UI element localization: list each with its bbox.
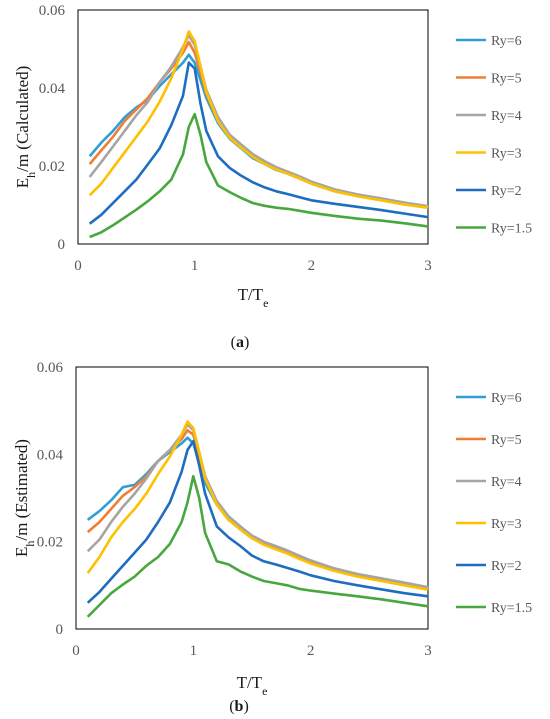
series-line-ry-2 (86, 439, 429, 604)
y-tick-label: 0.02 (37, 535, 63, 551)
plot-frame (75, 366, 429, 630)
x-tick-label: 2 (307, 643, 315, 659)
legend-label: Ry=2 (491, 559, 522, 574)
y-tick-label: 0.04 (39, 81, 66, 97)
legend-label: Ry=2 (491, 184, 522, 199)
legend-label: Ry=5 (491, 433, 522, 448)
plot-frame (77, 9, 429, 245)
series-line-ry-3 (86, 420, 429, 591)
series-line-ry-5 (86, 429, 429, 590)
panel-caption: (b) (229, 698, 249, 715)
x-axis-title: T/Te (237, 673, 268, 698)
x-tick-label: 1 (191, 258, 199, 274)
legend-label: Ry=1.5 (491, 601, 532, 616)
chart-panel-a: 0 1 2 3 0 0.02 0.04 0.06 Ry=6 Ry=5 Ry=4 Ry=3 Ry=2 Ry=… (13, 3, 532, 351)
legend-label: Ry=4 (491, 475, 522, 490)
y-tick-label: 0.02 (39, 159, 65, 175)
legend-label: Ry=5 (491, 72, 522, 87)
legend-label: Ry=6 (491, 34, 522, 49)
x-tick-label: 1 (190, 643, 198, 659)
legend-label: Ry=3 (491, 147, 522, 162)
series-line-ry-1-5 (89, 112, 429, 239)
x-tick-label: 0 (72, 643, 80, 659)
panel-caption: (a) (231, 334, 250, 351)
y-axis-title: Eh/m (Estimated) (12, 439, 37, 557)
y-tick-label: 0.06 (37, 360, 64, 376)
series-line-ry-5 (88, 40, 429, 209)
y-tick-label: 0.06 (39, 3, 66, 19)
x-tick-label: 3 (424, 643, 432, 659)
y-tick-label: 0.04 (37, 447, 64, 463)
series-line-ry-4 (86, 423, 429, 589)
chart-panel-b: 0 1 2 3 0 0.02 0.04 0.06 Ry=6 Ry=5 Ry=4 Ry=3 Ry=2 Ry=… (12, 360, 532, 715)
x-axis-title: T/Te (238, 285, 269, 310)
legend-label: Ry=3 (491, 517, 522, 532)
legend-label: Ry=6 (491, 391, 522, 406)
x-tick-label: 3 (424, 258, 432, 274)
series-line-ry-1-5 (86, 474, 429, 618)
series-line-ry-2 (88, 61, 429, 225)
x-tick-label: 2 (308, 258, 316, 274)
series-line-ry-3 (88, 30, 429, 209)
y-tick-label: 0 (58, 237, 66, 253)
legend-label: Ry=1.5 (491, 222, 532, 237)
series-line-ry-4 (88, 34, 429, 208)
series-line-ry-6 (86, 436, 429, 591)
y-tick-label: 0 (56, 622, 64, 638)
legend-label: Ry=4 (491, 109, 522, 124)
y-axis-title: Eh/m (Calculated) (13, 66, 38, 189)
x-tick-label: 0 (74, 258, 82, 274)
